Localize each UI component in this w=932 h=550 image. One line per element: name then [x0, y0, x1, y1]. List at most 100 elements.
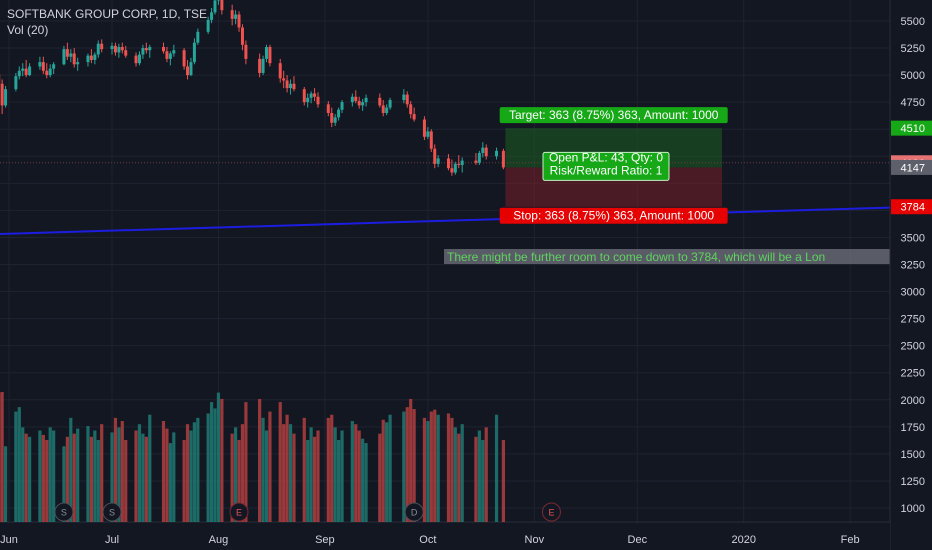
candle-body — [457, 163, 461, 165]
candle-body — [433, 148, 437, 164]
candle — [0, 79, 4, 115]
volume-bar — [213, 408, 217, 522]
candle — [474, 153, 478, 165]
price-tag — [891, 120, 932, 136]
candle — [306, 93, 310, 108]
volume-bar — [364, 443, 368, 522]
candle — [41, 56, 45, 75]
candle — [120, 42, 124, 54]
candle — [268, 44, 272, 67]
volume-bar — [72, 433, 76, 522]
candle-body — [446, 158, 450, 169]
candle-body — [89, 55, 93, 60]
volume-bar — [306, 439, 310, 522]
candle — [477, 150, 481, 165]
candle — [196, 28, 200, 45]
candle — [282, 70, 286, 89]
volume-bar — [426, 421, 430, 522]
candle — [192, 38, 196, 65]
price-tick-label: 1750 — [901, 422, 925, 434]
volume-bar — [312, 436, 317, 522]
candle-body — [137, 54, 141, 64]
candle — [210, 8, 214, 24]
volume-bar — [361, 438, 365, 522]
volume-bar — [422, 417, 427, 522]
candle-body — [148, 46, 152, 51]
time-axis[interactable]: Jun Jul Aug Sep Oct Nov Dec 2020 Feb — [0, 523, 890, 550]
event-marker: D — [404, 502, 424, 522]
price-tick-label: 5250 — [901, 43, 925, 55]
volume-bar — [144, 436, 148, 522]
volume-bar — [378, 433, 382, 522]
volume-bar — [268, 411, 272, 522]
candle — [4, 85, 8, 108]
candle — [168, 51, 172, 66]
symbol-title: SOFTBANK GROUP CORP, 1D, TSE — [7, 7, 208, 21]
price-tick-label: 1250 — [901, 476, 925, 488]
volume-bar — [381, 419, 385, 522]
volume-bar — [216, 392, 221, 522]
candle-body — [381, 105, 385, 113]
volume-bar — [494, 414, 499, 522]
candle — [422, 116, 426, 141]
volume-bar — [117, 427, 121, 522]
candle-body — [261, 58, 265, 73]
volume-bar — [333, 427, 337, 522]
position-labels[interactable]: Target: 363 (8.75%) 363, Amount: 1000 Sto… — [444, 107, 892, 264]
candle-body — [422, 119, 426, 137]
candle-body — [96, 43, 100, 55]
volume-bar — [350, 421, 354, 522]
volume-bar — [100, 424, 104, 522]
volume-bar — [481, 439, 485, 522]
volume-indicator-label[interactable]: Vol (20) — [7, 23, 49, 37]
candle — [484, 144, 488, 160]
price-tick-label: 5000 — [901, 70, 925, 82]
candle — [38, 56, 42, 70]
price-tick-label: 3500 — [901, 232, 925, 244]
event-circle — [404, 502, 424, 522]
pnl-label: Open P&L: 43, Qty: 0 — [549, 150, 663, 164]
price-axis[interactable]: 1000 1250 1500 1750 2000 2250 2500 2750 3000 3250… — [889, 0, 932, 550]
candle — [481, 142, 485, 158]
candle-body — [244, 44, 248, 59]
candle-body — [196, 31, 200, 43]
candle — [316, 92, 320, 108]
volume-bar — [93, 430, 97, 522]
price-tick-label: 5500 — [901, 16, 925, 28]
candle — [89, 49, 93, 64]
time-tick-label: Oct — [419, 534, 436, 546]
candle-body — [495, 150, 499, 157]
price-tick-label: 1000 — [901, 503, 925, 515]
volume-bar — [89, 436, 93, 522]
candle-body — [62, 49, 66, 65]
candle-body — [120, 46, 124, 51]
candle — [240, 24, 244, 51]
candle — [21, 63, 25, 77]
candle — [62, 45, 66, 66]
candle-body — [385, 107, 389, 113]
volume-bar — [185, 424, 190, 522]
volume-bar — [38, 430, 42, 522]
candle-body — [134, 55, 138, 64]
volume-bar — [316, 430, 320, 522]
candle — [100, 39, 104, 53]
candle-body — [124, 50, 128, 56]
volume-bar — [340, 430, 344, 522]
volume-bar — [134, 430, 138, 522]
candle-body — [402, 94, 406, 101]
volume-bar — [357, 430, 361, 522]
candle — [230, 4, 234, 26]
time-axis-bg — [0, 523, 890, 550]
candle-body — [162, 46, 165, 52]
volume-bar — [96, 439, 100, 522]
volume-bar — [141, 433, 145, 522]
candle-body — [86, 55, 90, 63]
candle-body — [113, 45, 117, 53]
volume-bar — [330, 414, 334, 522]
volume-bar — [484, 427, 488, 522]
trendline[interactable] — [0, 205, 932, 235]
candle-body — [172, 50, 176, 54]
volume-bar — [41, 434, 45, 522]
